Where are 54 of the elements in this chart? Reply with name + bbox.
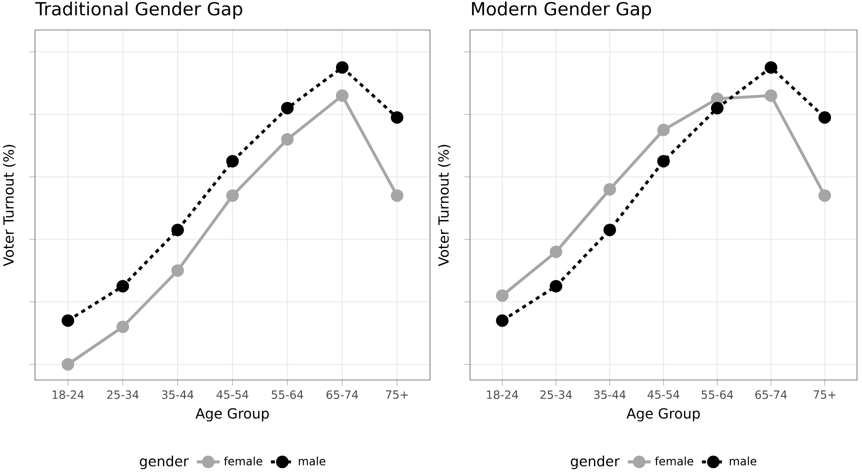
point <box>603 224 616 236</box>
legend-label: male <box>298 456 326 466</box>
x-tick-label: 75+ <box>814 390 836 399</box>
point <box>116 280 130 293</box>
chart-title: Traditional Gender Gap <box>35 2 242 20</box>
point <box>390 111 404 124</box>
x-tick-label: 35-44 <box>162 390 194 399</box>
legend-title: gender <box>140 456 189 470</box>
x-axis-title: Age Group <box>196 408 269 422</box>
chart-title: Modern Gender Gap <box>472 2 652 20</box>
point <box>226 154 239 168</box>
x-tick-label: 25-34 <box>107 390 139 399</box>
point <box>281 133 294 146</box>
point <box>281 102 294 114</box>
point <box>226 189 239 202</box>
x-tick-label: 35-44 <box>594 390 626 399</box>
x-axis-title: Age Group <box>626 408 700 422</box>
y-axis-title: Voter Turnout (%) <box>2 144 16 266</box>
point <box>336 61 348 74</box>
point <box>657 154 670 168</box>
point <box>818 189 832 202</box>
x-tick-label: 55-64 <box>702 390 734 399</box>
point <box>818 111 832 124</box>
legend-label: male <box>730 456 756 466</box>
point <box>62 314 74 327</box>
point <box>710 102 724 114</box>
point <box>496 314 509 327</box>
point <box>390 189 404 202</box>
x-tick-label: 65-74 <box>326 390 358 399</box>
legend-title: gender <box>570 456 620 470</box>
x-tick-label: 45-54 <box>648 390 680 399</box>
point <box>496 289 509 302</box>
x-tick-label: 45-54 <box>216 390 248 399</box>
point <box>116 320 130 334</box>
point <box>171 224 184 236</box>
point <box>550 280 562 293</box>
x-tick-label: 55-64 <box>272 390 304 399</box>
point <box>62 358 74 371</box>
point <box>710 92 724 106</box>
x-tick-label: 25-34 <box>540 390 572 399</box>
point <box>603 183 616 196</box>
point <box>764 89 778 102</box>
point <box>171 264 184 277</box>
point <box>764 61 778 74</box>
y-axis-title: Voter Turnout (%) <box>438 144 450 266</box>
x-tick-label: 18-24 <box>52 390 84 399</box>
x-tick-label: 65-74 <box>755 390 787 399</box>
x-tick-label: 18-24 <box>487 390 518 399</box>
point <box>550 246 562 258</box>
legend-label: female <box>224 456 262 466</box>
point <box>336 89 348 102</box>
legend-label: female <box>654 456 694 466</box>
point <box>657 124 670 136</box>
x-tick-label: 75+ <box>386 390 408 399</box>
